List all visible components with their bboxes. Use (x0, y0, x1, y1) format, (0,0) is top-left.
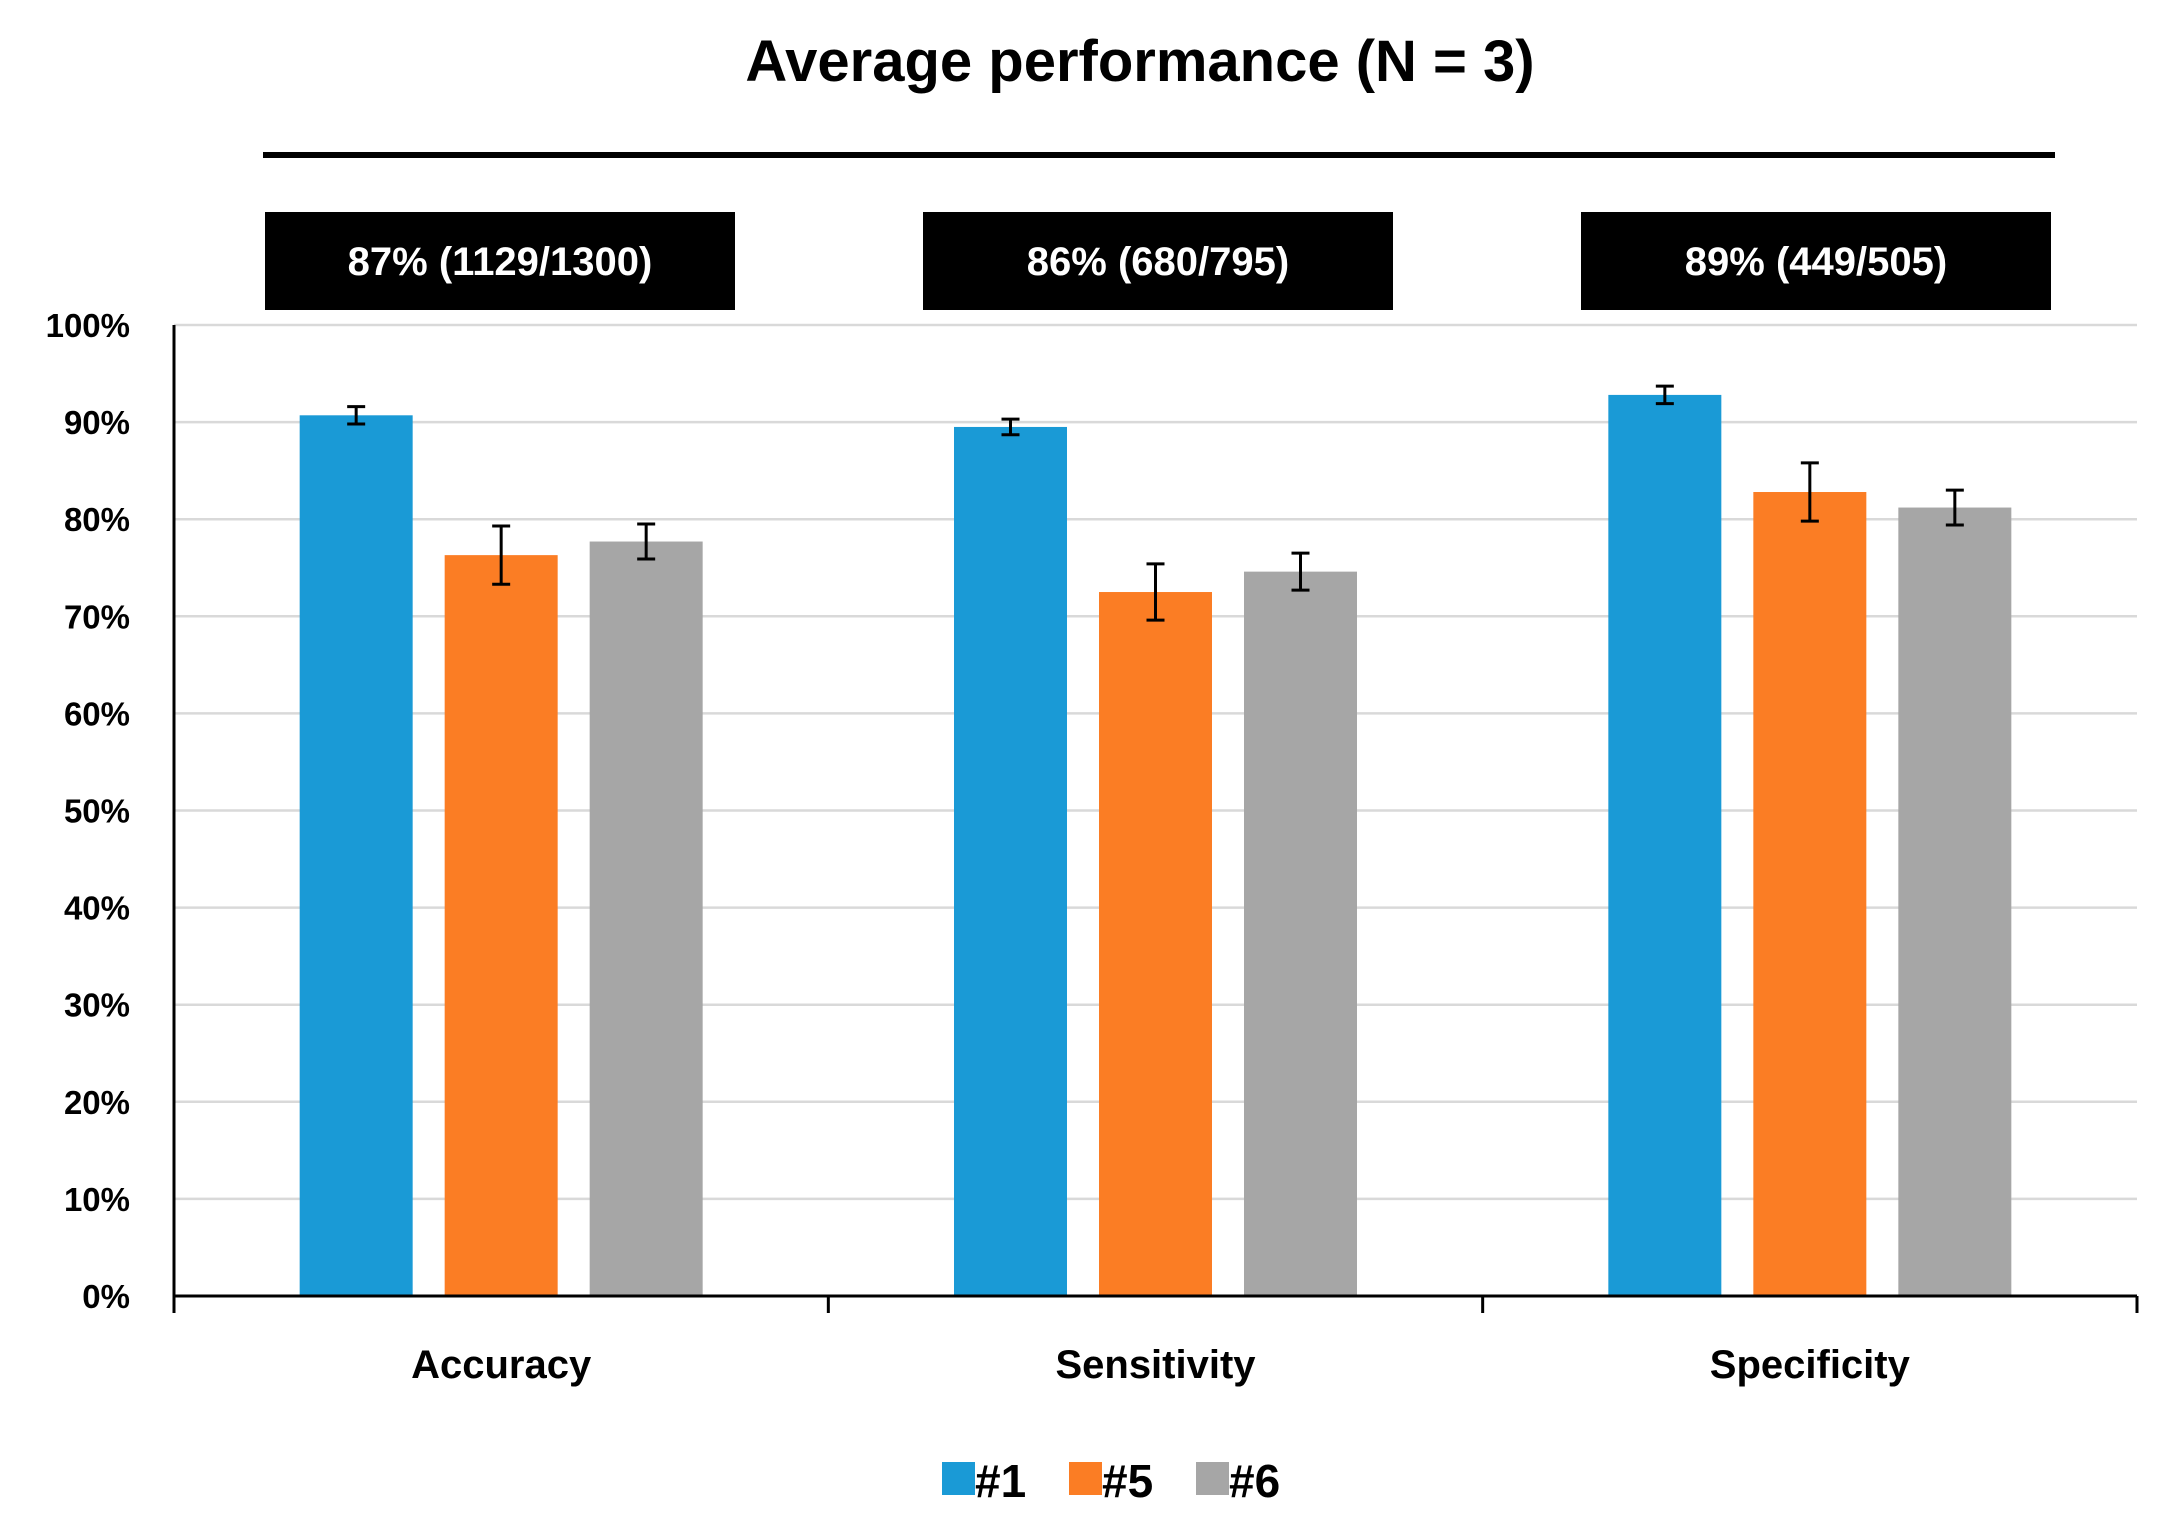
y-tick-label: 50% (64, 793, 130, 830)
legend-item: #5 (1069, 1455, 1153, 1507)
y-tick-label: 0% (82, 1278, 130, 1315)
legend-swatch (1069, 1462, 1102, 1495)
y-tick-label: 40% (64, 890, 130, 927)
y-tick-label: 60% (64, 695, 130, 732)
chart-title: Average performance (N = 3) (745, 29, 1534, 94)
summary-label: 86% (680/795) (1027, 240, 1289, 284)
error-bar (1146, 562, 1165, 622)
error-bar (1800, 461, 1819, 523)
bar-series-6-sensitivity (1244, 571, 1357, 1296)
x-tick-label: Sensitivity (1055, 1343, 1256, 1387)
bar-series-1-accuracy (299, 415, 413, 1297)
y-tick-label: 90% (64, 404, 130, 441)
error-bar (1291, 551, 1310, 592)
legend-swatch (1196, 1462, 1229, 1495)
error-bar (492, 524, 511, 586)
error-bar (637, 522, 656, 561)
y-tick-label: 10% (64, 1181, 130, 1218)
summary-box: 87% (1129/1300) (265, 212, 735, 310)
bar-series-5-accuracy (444, 555, 558, 1296)
legend-item: #1 (942, 1455, 1026, 1507)
legend-label: #5 (1102, 1455, 1153, 1507)
error-bar (1001, 417, 1020, 437)
y-tick-label: 20% (64, 1084, 130, 1121)
bar-series-5-specificity (1753, 492, 1867, 1297)
y-tick-label: 100% (46, 307, 130, 344)
y-tick-label: 30% (64, 987, 130, 1024)
bar-series-5-sensitivity (1099, 592, 1212, 1296)
summary-box: 86% (680/795) (923, 212, 1393, 310)
x-tick-label: Accuracy (411, 1343, 592, 1387)
error-bar (1655, 384, 1674, 406)
summary-label: 89% (449/505) (1685, 240, 1947, 284)
bar-series-1-specificity (1608, 394, 1722, 1296)
summary-label: 87% (1129/1300) (348, 240, 653, 284)
legend-label: #6 (1229, 1455, 1280, 1507)
error-bar (347, 405, 366, 426)
bar-series-6-accuracy (589, 541, 703, 1296)
x-tick-label: Specificity (1710, 1343, 1911, 1387)
bar-series-1-sensitivity (954, 426, 1067, 1297)
legend-swatch (942, 1462, 975, 1495)
y-tick-label: 70% (64, 598, 130, 635)
bar-series-6-specificity (1898, 507, 2012, 1297)
error-bar (1945, 488, 1964, 527)
legend-label: #1 (975, 1455, 1026, 1507)
summary-box: 89% (449/505) (1581, 212, 2051, 310)
y-tick-label: 80% (64, 501, 130, 538)
legend-item: #6 (1196, 1455, 1280, 1507)
